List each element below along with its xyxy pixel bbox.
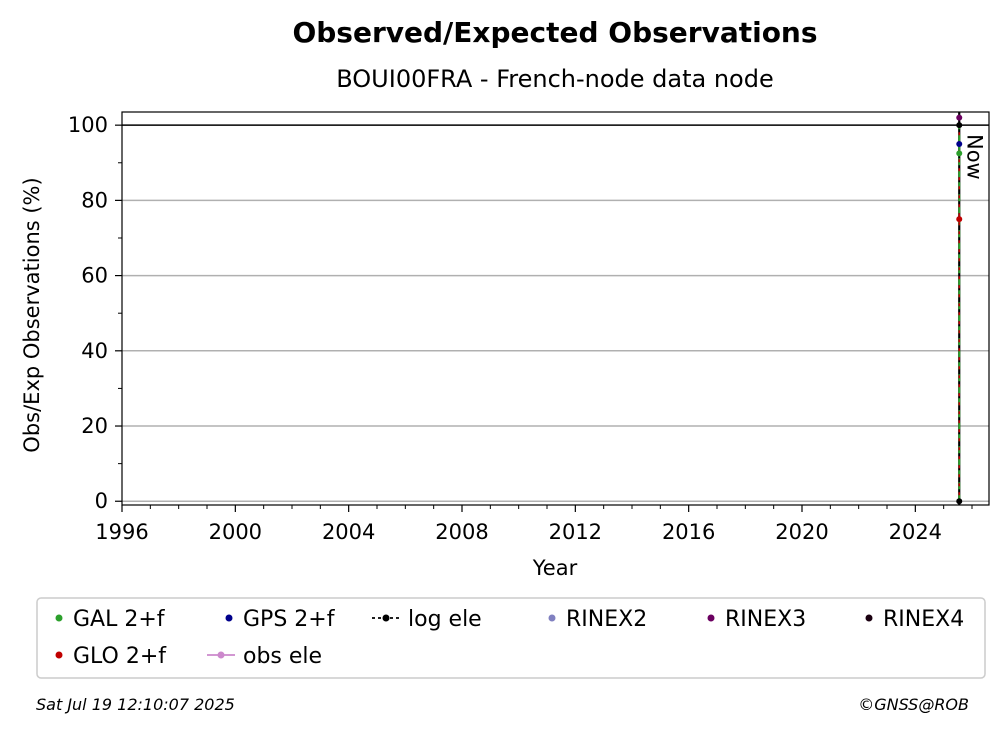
grid-lines [122,124,989,502]
chart-title: Observed/Expected Observations [292,16,817,49]
legend-label: obs ele [243,644,322,669]
legend-label: RINEX3 [725,607,806,632]
chart-subtitle: BOUI00FRA - French-node data node [336,65,774,93]
data-point [956,122,963,129]
now-label: Now [962,134,986,180]
legend-marker [225,614,233,622]
data-point [956,498,963,505]
legend [36,597,986,679]
x-tick-label: 2020 [775,520,828,544]
data-series [956,112,963,505]
y-tick-label: 40 [81,339,108,363]
legend-entries: GAL 2+f GPS 2+f log ele RINEX2 RINEX3 RINEX4 G… [55,607,964,669]
axis-ticks: 0 20 40 60 80 100 1996 2000 2004 2008 2012 2016 2020… [68,113,973,544]
x-tick-label: 2004 [322,520,375,544]
footer-timestamp: Sat Jul 19 12:10:07 2025 [36,695,235,714]
legend-label: RINEX2 [566,607,647,632]
legend-label: GLO 2+f [73,644,167,669]
legend-label: log ele [408,607,482,632]
data-point [956,114,963,121]
legend-label: RINEX4 [883,607,964,632]
legend-marker [55,614,63,622]
data-point [956,150,963,157]
legend-marker [707,614,715,622]
y-tick-label: 20 [81,414,108,438]
x-axis-label: Year [532,556,578,580]
legend-label: GAL 2+f [73,607,166,632]
legend-marker [217,651,225,659]
data-point [956,140,963,147]
y-tick-label: 60 [81,264,108,288]
legend-marker [548,614,556,622]
x-tick-label: 2012 [549,520,602,544]
y-axis-label: Obs/Exp Observations (%) [20,177,44,452]
y-tick-label: 100 [68,113,108,137]
x-tick-label: 2008 [435,520,488,544]
footer-credit: ©GNSS@ROB [858,695,969,714]
y-tick-label: 0 [95,489,108,513]
x-tick-label: 2016 [662,520,715,544]
plot-area [121,111,990,506]
legend-marker [55,651,63,659]
x-tick-label: 2000 [209,520,262,544]
legend-marker [382,614,390,622]
y-tick-label: 80 [81,188,108,212]
legend-label: GPS 2+f [243,607,336,632]
x-tick-label: 2024 [889,520,942,544]
x-tick-label: 1996 [95,520,148,544]
data-point [956,216,963,223]
legend-marker [865,614,873,622]
